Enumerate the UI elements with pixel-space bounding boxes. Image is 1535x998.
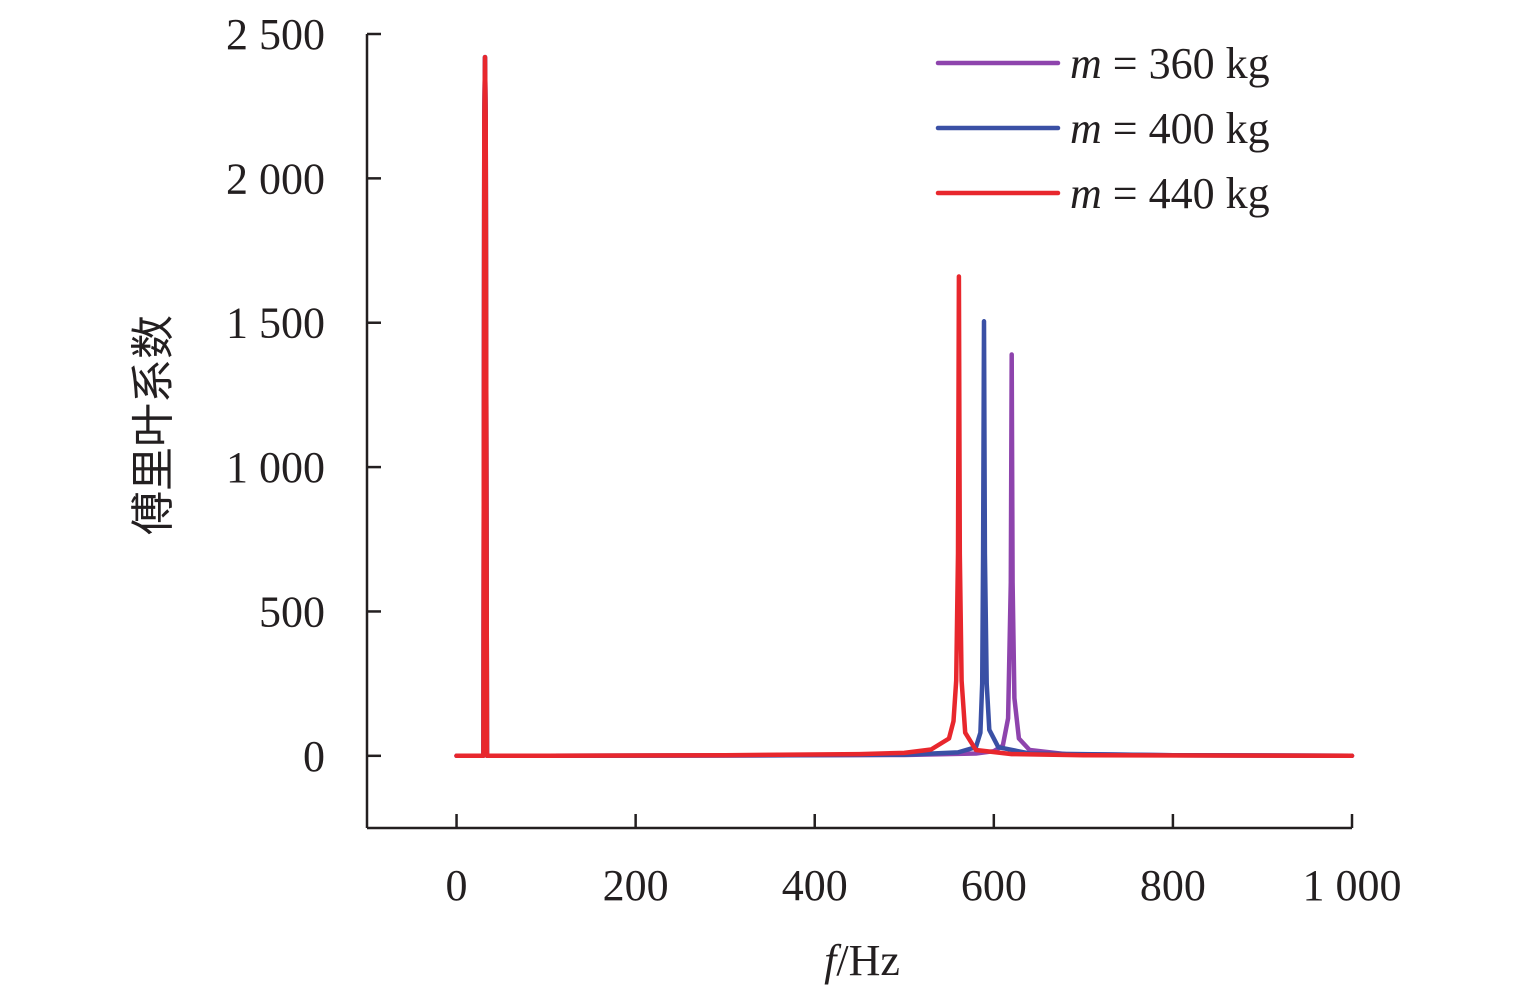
- legend-label: m = 440 kg: [1070, 169, 1270, 218]
- legend-label: m = 400 kg: [1070, 104, 1270, 153]
- y-tick-label: 2 000: [226, 154, 325, 203]
- legend-item-2: m = 400 kg: [935, 104, 1270, 153]
- y-tick-label: 0: [303, 732, 325, 781]
- x-tick-label: 1 000: [1303, 861, 1402, 910]
- x-tick-label: 200: [603, 861, 669, 910]
- x-tick-label: 0: [446, 861, 468, 910]
- legend: m = 360 kg m = 400 kg m = 440 kg: [935, 39, 1270, 218]
- y-tick-label: 500: [259, 587, 325, 636]
- legend-item-1: m = 360 kg: [935, 39, 1270, 88]
- y-tick-label: 2 500: [226, 10, 325, 59]
- x-axis-title: f/Hz: [824, 936, 900, 985]
- x-axis-unit: /Hz: [836, 936, 900, 985]
- x-tick-label: 400: [782, 861, 848, 910]
- y-tick-label: 1 000: [226, 443, 325, 492]
- series: [454, 54, 1355, 759]
- axes: [365, 34, 1352, 830]
- y-tick-label: 1 500: [226, 299, 325, 348]
- x-tick-label: 600: [961, 861, 1027, 910]
- series-line-2: [454, 54, 1355, 759]
- y-ticks: 0 500 1 000 1 500 2 000 2 500: [226, 10, 381, 781]
- series-line-3: [454, 54, 1355, 759]
- legend-item-3: m = 440 kg: [935, 169, 1270, 218]
- x-ticks: 0 200 400 600 800 1 000: [446, 814, 1402, 910]
- legend-label: m = 360 kg: [1070, 39, 1270, 88]
- series-line-1: [454, 54, 1355, 759]
- x-tick-label: 800: [1140, 861, 1206, 910]
- y-axis-title: 傅里叶系数: [129, 315, 178, 535]
